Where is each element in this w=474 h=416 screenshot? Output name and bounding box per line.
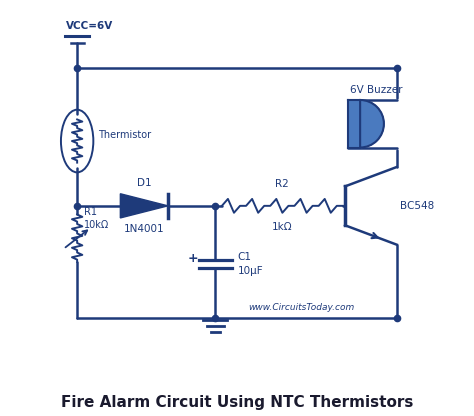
Text: 1N4001: 1N4001 <box>124 224 164 234</box>
Text: 10kΩ: 10kΩ <box>83 220 109 230</box>
Polygon shape <box>120 194 168 218</box>
Text: BC548: BC548 <box>401 201 435 211</box>
Text: D1: D1 <box>137 178 151 188</box>
Text: +: + <box>188 252 198 265</box>
Text: Fire Alarm Circuit Using NTC Thermistors: Fire Alarm Circuit Using NTC Thermistors <box>61 395 413 410</box>
Text: C1: C1 <box>238 252 252 262</box>
Text: 1kΩ: 1kΩ <box>272 222 292 232</box>
Text: 10μF: 10μF <box>238 266 264 276</box>
Text: R2: R2 <box>275 179 289 189</box>
Text: VCC=6V: VCC=6V <box>66 21 114 31</box>
Text: 6V Buzzer: 6V Buzzer <box>350 85 403 95</box>
Wedge shape <box>360 100 384 148</box>
Text: Thermistor: Thermistor <box>98 129 151 139</box>
Text: R1: R1 <box>83 207 97 217</box>
Polygon shape <box>348 100 360 148</box>
Text: www.CircuitsToday.com: www.CircuitsToday.com <box>249 303 355 312</box>
